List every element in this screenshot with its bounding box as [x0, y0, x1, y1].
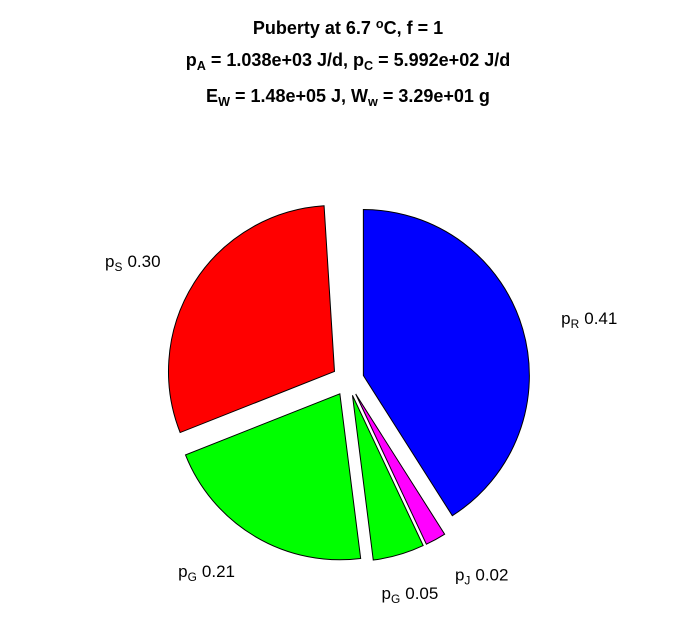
slice-value: 0.30 — [127, 252, 160, 271]
title-line: pA = 1.038e+03 J/d, pC = 5.992e+02 J/d — [186, 50, 510, 73]
slice-value: 0.41 — [584, 309, 617, 328]
pie-slice — [167, 205, 336, 434]
text-run: = 1.48e+05 J, W — [230, 86, 368, 106]
text-run: = 5.992e+02 J/d — [373, 50, 510, 70]
slice-label: pR 0.41 — [561, 309, 617, 331]
slice-label: pG 0.05 — [382, 584, 439, 606]
subscript: S — [115, 260, 123, 274]
subscript: G — [188, 570, 197, 584]
subscript: A — [197, 59, 206, 73]
title-line: Puberty at 6.7 oC, f = 1 — [253, 17, 443, 38]
pie-slice — [355, 393, 446, 545]
subscript: W — [218, 95, 230, 109]
subscript: G — [391, 592, 400, 606]
text-run: = 1.038e+03 J/d, p — [206, 50, 364, 70]
text-run: C, f = 1 — [384, 18, 444, 38]
text-run: E — [206, 86, 218, 106]
subscript: C — [364, 59, 373, 73]
text-run: = 3.29e+01 g — [378, 86, 490, 106]
slice-value: 0.02 — [475, 566, 508, 585]
pie-slice — [362, 209, 530, 517]
subscript: w — [367, 95, 378, 109]
subscript: J — [464, 573, 470, 587]
superscript: o — [376, 17, 384, 31]
text-run: p — [105, 252, 114, 271]
slice-label: pG 0.21 — [178, 562, 235, 584]
slice-value: 0.21 — [202, 562, 235, 581]
title-line: EW = 1.48e+05 J, Ww = 3.29e+01 g — [206, 86, 490, 109]
text-run: Puberty at 6.7 — [253, 18, 376, 38]
slice-value: 0.05 — [405, 584, 438, 603]
text-run: p — [382, 584, 391, 603]
pie-slice — [184, 393, 362, 561]
slice-label: pS 0.30 — [105, 252, 161, 274]
subscript: R — [571, 317, 580, 331]
text-run: p — [178, 562, 187, 581]
text-run: p — [561, 309, 570, 328]
text-run: p — [455, 566, 464, 585]
pie-slice — [351, 395, 424, 561]
slice-label: pJ 0.02 — [455, 566, 509, 588]
text-run: p — [186, 50, 197, 70]
